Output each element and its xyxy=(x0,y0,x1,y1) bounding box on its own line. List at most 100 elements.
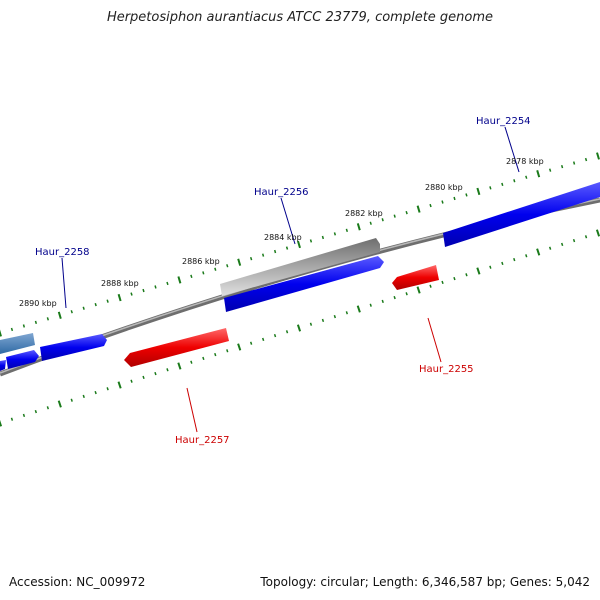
label-haur-2255[interactable]: Haur_2255 xyxy=(419,364,474,375)
outer-ring-minor-tick xyxy=(465,193,468,197)
outer-ring-minor-tick xyxy=(46,317,50,321)
inner-ring-minor-tick xyxy=(46,406,50,410)
inner-ring-minor-tick xyxy=(261,337,265,342)
outer-ring-major-tick xyxy=(237,258,242,266)
inner-ring-minor-tick xyxy=(405,292,408,296)
gene-haur-2256[interactable] xyxy=(224,256,384,312)
inner-ring-minor-tick xyxy=(94,390,97,395)
outer-ring-major-tick xyxy=(476,187,481,196)
outer-ring-minor-tick xyxy=(202,271,205,275)
gene-left-steel[interactable] xyxy=(0,333,35,354)
outer-ring-minor-tick xyxy=(273,249,277,254)
inner-ring-major-tick xyxy=(356,305,361,313)
outer-ring-minor-tick xyxy=(560,165,564,169)
outer-ring-minor-tick xyxy=(572,161,576,165)
inner-ring-minor-tick xyxy=(285,330,289,334)
outer-tick-ring xyxy=(0,152,600,337)
outer-ring-minor-tick xyxy=(166,281,169,286)
inner-ring-minor-tick xyxy=(381,299,384,304)
inner-ring-major-tick xyxy=(0,419,3,427)
outer-ring-minor-tick xyxy=(214,267,217,271)
accession-label: Accession: NC_009972 xyxy=(9,575,146,589)
inner-ring-minor-tick xyxy=(82,394,85,399)
leader-haur-2256 xyxy=(280,197,296,245)
outer-ring-minor-tick xyxy=(453,196,456,201)
inner-ring-minor-tick xyxy=(441,280,444,285)
label-haur-2258[interactable]: Haur_2258 xyxy=(35,247,90,258)
scale-label-2882: 2882 kbp xyxy=(345,209,383,218)
outer-ring-minor-tick xyxy=(10,327,14,332)
leader-haur-2255 xyxy=(427,317,442,363)
genome-summary-label: Topology: circular; Length: 6,346,587 bp… xyxy=(260,575,590,589)
inner-ring-minor-tick xyxy=(34,409,38,414)
outer-ring-minor-tick xyxy=(345,228,349,233)
scale-label-2890: 2890 kbp xyxy=(19,299,57,308)
outer-ring-minor-tick xyxy=(309,239,313,243)
outer-ring-minor-tick xyxy=(106,299,109,303)
outer-ring-minor-tick xyxy=(22,324,26,328)
label-haur-2257[interactable]: Haur_2257 xyxy=(175,435,230,446)
inner-ring-major-tick xyxy=(416,286,421,294)
inner-ring-major-tick xyxy=(57,400,62,408)
inner-ring-minor-tick xyxy=(202,356,205,361)
inner-ring-minor-tick xyxy=(190,360,193,364)
outer-ring-minor-tick xyxy=(154,285,157,289)
gene-haur-2257[interactable] xyxy=(124,328,229,367)
label-haur-2256[interactable]: Haur_2256 xyxy=(254,187,309,198)
outer-ring-major-tick xyxy=(536,170,541,178)
inner-ring-minor-tick xyxy=(465,273,468,277)
scale-label-2878: 2878 kbp xyxy=(506,157,544,166)
inner-ring-minor-tick xyxy=(369,303,372,307)
outer-ring-minor-tick xyxy=(584,157,588,162)
outer-ring-minor-tick xyxy=(429,203,432,208)
outer-ring-minor-tick xyxy=(34,320,38,324)
leader-haur-2254 xyxy=(504,126,520,173)
inner-ring-minor-tick xyxy=(22,413,26,418)
outer-ring-major-tick xyxy=(416,205,421,213)
inner-ring-major-tick xyxy=(177,362,182,370)
outer-ring-minor-tick xyxy=(261,253,265,257)
scale-label-2886: 2886 kbp xyxy=(182,257,220,266)
outer-ring-minor-tick xyxy=(190,274,193,279)
inner-ring-minor-tick xyxy=(393,295,396,300)
outer-ring-minor-tick xyxy=(82,306,85,310)
inner-ring-minor-tick xyxy=(513,257,516,262)
outer-ring-minor-tick xyxy=(226,264,229,268)
inner-ring-minor-tick xyxy=(560,242,564,247)
label-haur-2254[interactable]: Haur_2254 xyxy=(476,116,531,127)
outer-ring-minor-tick xyxy=(501,182,504,186)
outer-ring-minor-tick xyxy=(130,292,133,296)
outer-ring-minor-tick xyxy=(94,303,97,307)
inner-ring-minor-tick xyxy=(154,371,157,376)
inner-ring-minor-tick xyxy=(309,322,313,326)
inner-ring-minor-tick xyxy=(548,246,552,250)
inner-ring-minor-tick xyxy=(584,235,588,239)
outer-ring-minor-tick xyxy=(381,218,384,222)
gene-haur-2256-highlight[interactable] xyxy=(220,238,380,296)
gene-haur-2255[interactable] xyxy=(392,265,439,290)
inner-ring-minor-tick xyxy=(572,238,576,243)
inner-ring-minor-tick xyxy=(489,265,492,269)
outer-ring-major-tick xyxy=(57,311,62,319)
outer-ring-minor-tick xyxy=(321,235,325,240)
inner-ring-minor-tick xyxy=(501,261,504,266)
gene-left-small[interactable] xyxy=(6,350,39,369)
gene-left-edge[interactable] xyxy=(0,360,6,371)
outer-ring-minor-tick xyxy=(333,232,337,236)
scale-label-2880: 2880 kbp xyxy=(425,183,463,192)
leader-haur-2257 xyxy=(186,387,198,433)
inner-ring-minor-tick xyxy=(70,398,73,402)
outer-ring-minor-tick xyxy=(513,179,516,183)
inner-ring-minor-tick xyxy=(226,349,229,353)
gene-haur-2258[interactable] xyxy=(40,334,107,361)
gene-haur-2254[interactable] xyxy=(443,182,600,247)
inner-ring-minor-tick xyxy=(525,254,528,258)
outer-ring-minor-tick xyxy=(393,214,396,218)
inner-ring-minor-tick xyxy=(321,318,325,323)
inner-ring-minor-tick xyxy=(106,387,109,391)
outer-ring-minor-tick xyxy=(489,186,492,190)
inner-ring-major-tick xyxy=(536,248,541,256)
inner-ring-minor-tick xyxy=(333,314,337,319)
